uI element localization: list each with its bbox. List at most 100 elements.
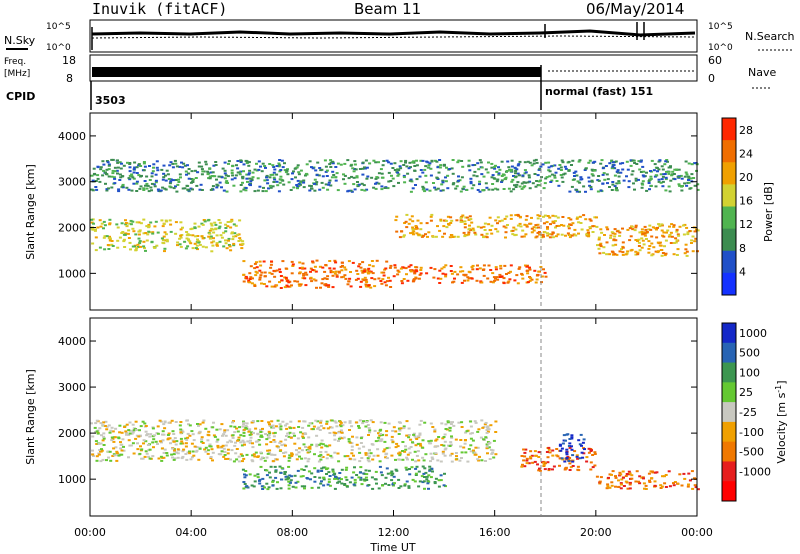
scatter-cell (289, 427, 293, 430)
scatter-cell (364, 159, 368, 162)
scatter-cell (256, 189, 260, 192)
scatter-cell (672, 224, 676, 227)
scatter-cell (568, 457, 572, 459)
scatter-cell (438, 282, 442, 284)
scatter-cell (434, 439, 438, 442)
scatter-cell (469, 432, 473, 435)
scatter-cell (99, 166, 103, 169)
scatter-cell (487, 161, 490, 164)
scatter-cell (588, 227, 592, 230)
scatter-cell (648, 178, 652, 181)
scatter-cell (387, 171, 391, 174)
scatter-cell (246, 440, 250, 443)
scatter-cell (642, 477, 645, 480)
scatter-cell (350, 442, 354, 445)
scatter-cell (391, 440, 395, 443)
scatter-cell (171, 162, 175, 165)
scatter-cell (446, 215, 450, 218)
scatter-cell (290, 455, 294, 457)
scatter-cell (397, 433, 401, 435)
scatter-cell (114, 446, 118, 449)
scatter-cell (649, 228, 653, 231)
scatter-cell (636, 253, 640, 256)
scatter-cell (486, 425, 490, 428)
scatter-cell (436, 277, 440, 280)
scatter-cell (377, 161, 380, 164)
scatter-cell (222, 189, 226, 192)
scatter-cell (507, 271, 511, 274)
scatter-cell (559, 174, 563, 176)
scatter-cell (546, 226, 549, 229)
scatter-cell (670, 235, 674, 238)
scatter-cell (298, 455, 301, 458)
scatter-cell (641, 231, 644, 234)
scatter-cell (518, 160, 522, 163)
scatter-cell (224, 242, 228, 245)
scatter-cell (131, 176, 135, 179)
scatter-cell (226, 221, 230, 223)
noise-right-label: N.Search (745, 30, 795, 43)
scatter-cell (483, 423, 487, 426)
scatter-cell (543, 231, 547, 234)
scatter-cell (405, 456, 409, 459)
scatter-cell (588, 159, 592, 162)
scatter-cell (509, 217, 513, 220)
scatter-cell (134, 420, 138, 423)
scatter-cell (266, 452, 270, 455)
scatter-cell (416, 219, 420, 222)
scatter-cell (377, 172, 381, 175)
scatter-cell (244, 470, 248, 472)
scatter-cell (556, 233, 560, 236)
scatter-cell (658, 159, 662, 162)
scatter-cell (684, 243, 688, 246)
scatter-cell (196, 235, 200, 237)
scatter-cell (498, 273, 502, 276)
scatter-cell (120, 449, 124, 452)
scatter-cell (572, 178, 576, 181)
scatter-cell (101, 174, 105, 177)
scatter-cell (382, 274, 386, 277)
scatter-cell (209, 235, 213, 238)
scatter-cell (415, 266, 419, 269)
scatter-cell (248, 473, 252, 476)
scatter-cell (296, 187, 299, 190)
scatter-cell (317, 443, 321, 446)
scatter-cell (187, 168, 191, 170)
scatter-cell (379, 168, 383, 171)
scatter-cell (227, 162, 230, 165)
scatter-cell (353, 478, 357, 481)
scatter-cell (685, 226, 689, 229)
scatter-cell (423, 487, 426, 490)
scatter-cell (516, 213, 520, 216)
scatter-cell (444, 275, 448, 278)
scatter-cell (347, 260, 351, 263)
scatter-cell (319, 419, 323, 422)
scatter-cell (614, 239, 618, 242)
scatter-cell (394, 468, 398, 471)
scatter-cell (431, 470, 434, 473)
scatter-cell (370, 260, 374, 262)
scatter-cell (693, 184, 697, 187)
scatter-cell (331, 274, 335, 277)
scatter-cell (530, 164, 534, 167)
scatter-cell (421, 456, 425, 459)
scatter-cell (339, 163, 343, 166)
scatter-cell (323, 159, 327, 162)
scatter-cell (626, 228, 630, 231)
scatter-cell (537, 456, 541, 458)
scatter-cell (190, 430, 194, 433)
scatter-cell (579, 176, 583, 179)
scatter-cell (404, 267, 408, 270)
scatter-cell (175, 451, 179, 454)
scatter-cell (176, 448, 180, 451)
x-tick-label: 20:00 (580, 526, 612, 539)
scatter-cell (467, 159, 471, 162)
scatter-cell (171, 166, 175, 169)
scatter-cell (613, 185, 617, 188)
scatter-cell (367, 448, 371, 451)
scatter-cell (141, 420, 145, 423)
scatter-cell (136, 448, 140, 451)
scatter-cell (113, 170, 117, 173)
scatter-cell (500, 219, 504, 222)
scatter-cell (616, 169, 620, 172)
